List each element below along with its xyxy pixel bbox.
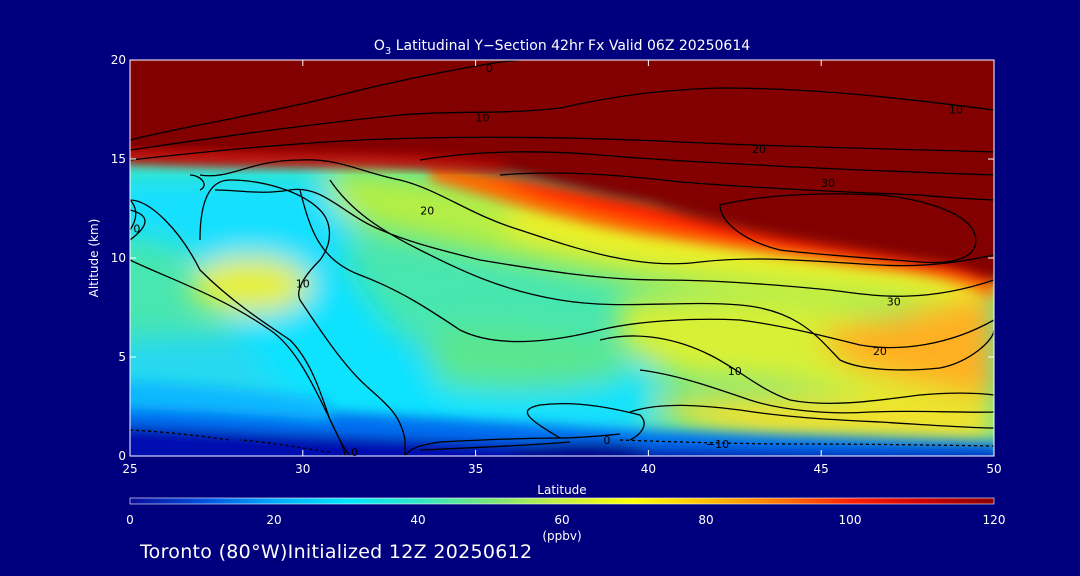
contour-label: 0 — [351, 446, 358, 459]
colorbar-unit-label: (ppbv) — [542, 529, 581, 543]
contour-label: 10 — [949, 104, 963, 117]
x-axis-label: Latitude — [537, 483, 586, 497]
colorbar-gradient — [129, 497, 995, 505]
contour-label: 10 — [296, 278, 310, 291]
contour-lines — [130, 60, 994, 456]
y-tick-label: 5 — [118, 350, 126, 364]
colorbar-tick-label: 80 — [698, 513, 713, 527]
y-tick-label: 10 — [111, 251, 126, 265]
y-axis-label: Altitude (km) — [87, 219, 101, 298]
colorbar-tick-label: 0 — [126, 513, 134, 527]
colorbar-ticks: 0 20 40 60 80 100 120 — [126, 513, 1005, 527]
contour-label: 0 — [133, 222, 140, 235]
colorbar-tick-label: 20 — [266, 513, 281, 527]
x-tick-label: 25 — [122, 462, 137, 476]
contour-label: 20 — [752, 143, 766, 156]
footer-caption: Toronto (80°W)Initialized 12Z 20250612 — [140, 541, 533, 563]
x-tick-label: 40 — [641, 462, 656, 476]
colorbar-tick-label: 40 — [410, 513, 425, 527]
contour-label: 10 — [476, 111, 490, 124]
x-tick-label: 50 — [986, 462, 1001, 476]
colorbar-tick-label: 120 — [983, 513, 1006, 527]
x-tick-label: 45 — [814, 462, 829, 476]
x-axis: 25 30 35 40 45 50 — [122, 60, 1002, 476]
contour-label: 10 — [728, 365, 742, 378]
x-tick-label: 30 — [295, 462, 310, 476]
colorbar-tick-label: 100 — [839, 513, 862, 527]
x-tick-label: 35 — [468, 462, 483, 476]
contour-label: 30 — [887, 296, 901, 309]
y-tick-label: 15 — [111, 152, 126, 166]
contour-label: 0 — [603, 434, 610, 447]
y-tick-label: 0 — [118, 449, 126, 463]
y-axis: 0 5 10 15 20 — [111, 53, 994, 463]
ozone-heatmap — [130, 60, 994, 456]
contour-label: 30 — [821, 177, 835, 190]
contour-labels: 0 10 10 20 30 20 0 10 30 20 10 0 0 −10 — [133, 62, 963, 459]
colorbar-tick-label: 60 — [554, 513, 569, 527]
y-tick-label: 20 — [111, 53, 126, 67]
chart-title: O3 Latitudinal Y−Section 42hr Fx Valid 0… — [374, 38, 750, 57]
contour-label: 0 — [486, 62, 493, 75]
contour-label: 20 — [420, 204, 434, 217]
contour-label: 20 — [873, 345, 887, 358]
colorbar: 0 20 40 60 80 100 120 (ppbv) — [126, 497, 1005, 543]
contour-label: −10 — [706, 438, 729, 451]
